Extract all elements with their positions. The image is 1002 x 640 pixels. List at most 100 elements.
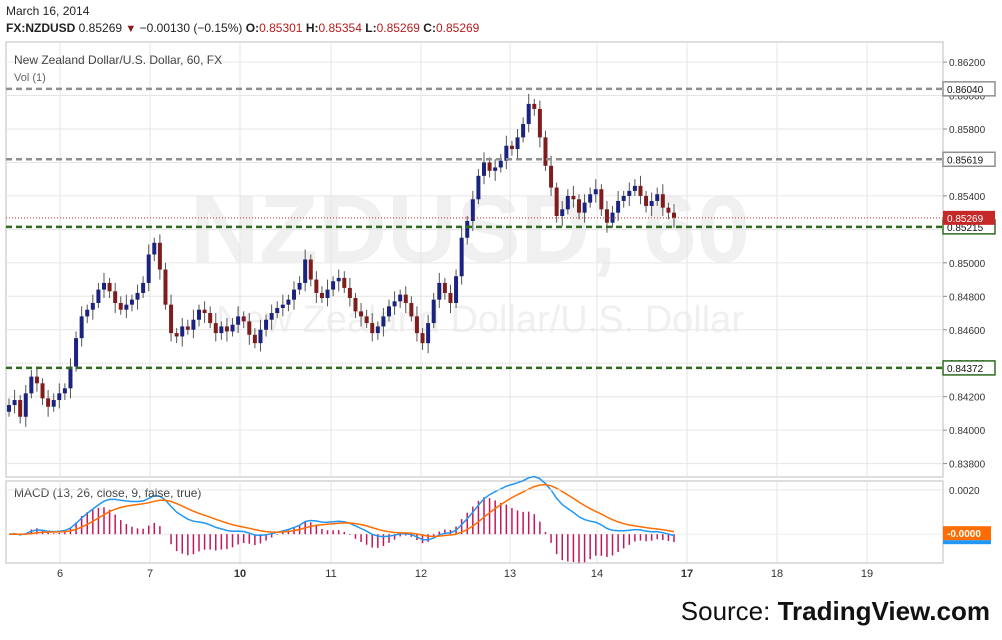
open-value: 0.85301 — [259, 21, 303, 35]
x-tick-label: 12 — [415, 568, 427, 580]
candle-body — [264, 319, 269, 330]
candle-body — [504, 145, 509, 161]
candle-body — [588, 194, 593, 203]
candle-body — [85, 309, 90, 317]
candle-body — [152, 242, 157, 255]
candle-body — [666, 207, 671, 213]
candle-body — [420, 333, 425, 344]
candle-body — [364, 316, 369, 324]
candle-body — [532, 103, 537, 109]
candle-body — [476, 175, 481, 200]
candle-body — [359, 311, 364, 317]
y-tick-label: 0.84800 — [949, 292, 986, 303]
candle-body — [7, 405, 11, 412]
candle-body — [29, 376, 34, 394]
low-label: L: — [365, 21, 377, 35]
down-arrow-icon: ▼ — [125, 23, 137, 35]
open-label: O: — [245, 21, 260, 35]
candle-body — [353, 297, 358, 312]
candle-body — [459, 237, 464, 277]
candle-body — [403, 294, 408, 303]
x-tick-label: 6 — [57, 568, 63, 580]
candle-body — [113, 291, 118, 303]
candle-body — [526, 103, 531, 124]
candle-body — [286, 299, 291, 305]
candle-body — [660, 194, 665, 208]
candle-body — [336, 277, 341, 282]
x-tick-label: 18 — [771, 568, 783, 580]
candle-body — [297, 282, 302, 290]
candle-body — [482, 162, 486, 176]
candle-body — [498, 160, 503, 168]
candle-body — [331, 281, 336, 290]
watermark-name: New Zealand Dollar/U.S. Dollar — [216, 299, 744, 341]
candle-body — [387, 306, 391, 317]
candle-body — [442, 282, 447, 293]
last-price-box — [943, 210, 995, 225]
candle-body — [593, 189, 598, 195]
candle-body — [414, 316, 419, 334]
candle-body — [51, 400, 56, 407]
candle-body — [68, 366, 73, 389]
candle-body — [124, 304, 129, 310]
level-label-box — [942, 360, 996, 376]
candle-body — [34, 376, 39, 384]
candle-body — [537, 108, 542, 138]
candle-body — [319, 292, 324, 298]
candle-body — [655, 194, 660, 201]
candle-body — [135, 292, 140, 300]
candle-body — [672, 212, 676, 218]
candle-body — [582, 202, 587, 213]
low-value: 0.85269 — [376, 21, 420, 35]
candle-body — [180, 326, 185, 337]
candle-body — [426, 323, 431, 344]
candle-body — [409, 303, 414, 317]
candle-body — [325, 289, 330, 298]
y-tick-label: 0.86200 — [949, 58, 986, 69]
candle-body — [163, 269, 168, 305]
signal-line — [8, 483, 675, 538]
candle-body — [616, 200, 621, 213]
candle-body — [565, 195, 570, 210]
candle-body — [381, 316, 386, 327]
level-label: 0.86040 — [947, 85, 984, 96]
x-tick-label: 19 — [861, 568, 873, 580]
candle-body — [269, 313, 274, 320]
x-tick-label: 17 — [681, 568, 693, 580]
candle-body — [632, 185, 637, 191]
candle-body — [208, 313, 213, 324]
candle-body — [314, 279, 319, 293]
macd-y-tick-label: 0.0020 — [949, 486, 980, 497]
chart-date: March 16, 2014 — [6, 4, 90, 18]
candle-body — [549, 165, 554, 188]
candle-body — [18, 400, 23, 417]
candle-body — [303, 259, 308, 283]
candle-body — [241, 316, 246, 322]
close-value: 0.85269 — [435, 21, 480, 35]
quote-line: FX:NZDUSD 0.85269 ▼ −0.00130 (−0.15%) O:… — [6, 21, 479, 35]
change-percent: (−0.15%) — [193, 21, 243, 35]
candle-body — [57, 393, 62, 401]
candle-body — [258, 329, 263, 344]
candle-body — [191, 319, 196, 330]
candle-body — [431, 299, 436, 324]
macd-last-value: -0.0000 — [947, 529, 981, 540]
candle-body — [129, 299, 134, 305]
candle-body — [649, 200, 654, 206]
price-pane — [5, 41, 944, 478]
level-label: 0.84372 — [947, 364, 984, 375]
candle-body — [275, 308, 280, 314]
candle-body — [454, 276, 459, 303]
y-tick-label: 0.85400 — [949, 192, 986, 203]
symbol: FX:NZDUSD — [6, 21, 76, 35]
candle-body — [621, 195, 626, 201]
candle-body — [342, 277, 347, 288]
candle-body — [644, 195, 649, 206]
candle-body — [543, 137, 548, 166]
x-tick-label: 13 — [504, 568, 516, 580]
candle-body — [487, 162, 492, 171]
candle-body — [219, 326, 224, 334]
candle-body — [12, 400, 17, 406]
candle-body — [102, 282, 106, 290]
